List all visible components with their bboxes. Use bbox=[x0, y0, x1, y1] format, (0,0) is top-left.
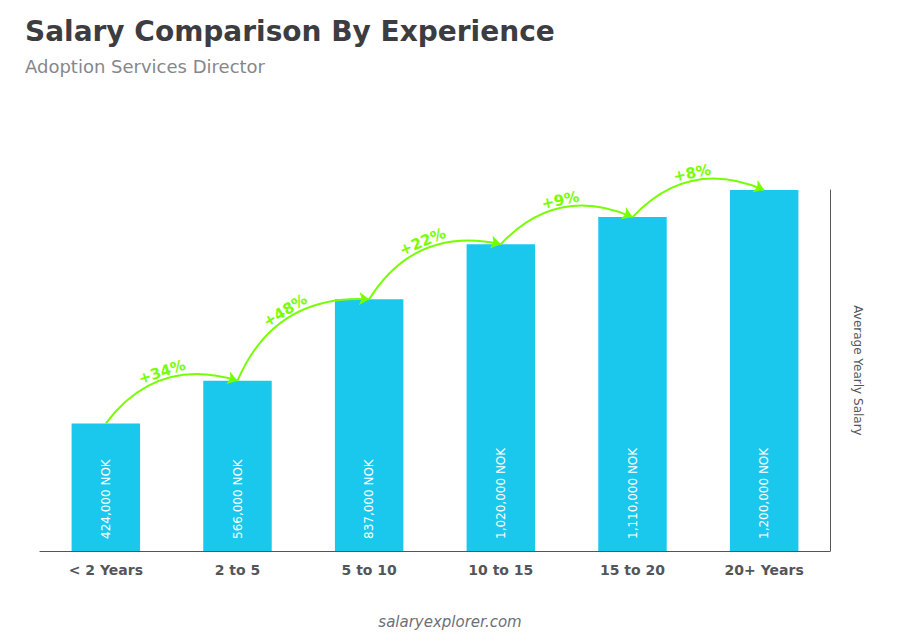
svg-text:424,000 NOK: 424,000 NOK bbox=[99, 458, 113, 539]
svg-text:+22%: +22% bbox=[397, 224, 449, 259]
svg-text:20+ Years: 20+ Years bbox=[725, 562, 804, 578]
svg-text:1,020,000 NOK: 1,020,000 NOK bbox=[494, 447, 508, 539]
svg-text:+8%: +8% bbox=[672, 161, 713, 186]
svg-text:< 2 Years: < 2 Years bbox=[69, 562, 143, 578]
svg-text:10 to 15: 10 to 15 bbox=[468, 562, 533, 578]
svg-text:1,200,000 NOK: 1,200,000 NOK bbox=[757, 447, 771, 539]
svg-text:Adoption Services Director: Adoption Services Director bbox=[25, 56, 266, 77]
svg-text:Salary Comparison By Experienc: Salary Comparison By Experience bbox=[25, 15, 555, 48]
svg-text:566,000 NOK: 566,000 NOK bbox=[231, 458, 245, 539]
svg-text:salaryexplorer.com: salaryexplorer.com bbox=[378, 613, 521, 631]
svg-text:+9%: +9% bbox=[540, 188, 581, 213]
svg-text:5 to 10: 5 to 10 bbox=[342, 562, 398, 578]
svg-text:+48%: +48% bbox=[260, 290, 311, 331]
svg-text:+34%: +34% bbox=[136, 356, 188, 388]
svg-text:837,000 NOK: 837,000 NOK bbox=[362, 458, 376, 539]
svg-text:1,110,000 NOK: 1,110,000 NOK bbox=[626, 447, 640, 539]
svg-text:15 to 20: 15 to 20 bbox=[600, 562, 665, 578]
svg-text:Average Yearly Salary: Average Yearly Salary bbox=[851, 305, 865, 435]
svg-text:2 to 5: 2 to 5 bbox=[215, 562, 261, 578]
